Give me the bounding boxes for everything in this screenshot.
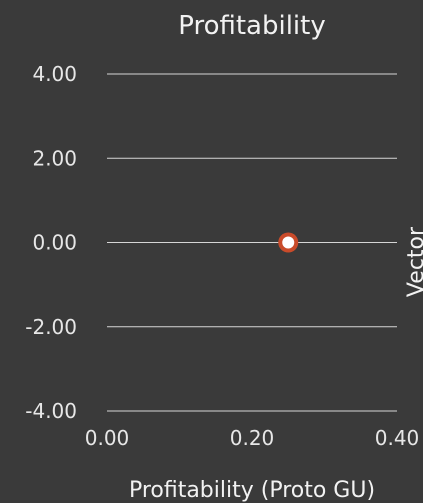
y-tick-label-4: -4.00	[25, 399, 77, 423]
y-tick-label-1: 2.00	[32, 146, 77, 170]
y-tick-label-0: 4.00	[32, 62, 77, 86]
grid-lines	[107, 73, 397, 412]
x-axis-ticks: 0.00 0.20 0.40	[85, 426, 420, 450]
x-tick-label-0: 0.00	[85, 426, 130, 450]
x-axis-label: Profitability (Proto GU)	[129, 478, 375, 503]
scatter-points	[278, 232, 299, 253]
y-axis-ticks: 4.00 2.00 0.00 -2.00 -4.00	[25, 62, 77, 423]
y-tick-label-3: -2.00	[25, 315, 77, 339]
x-tick-label-1: 0.20	[230, 426, 275, 450]
scatter-point-0-inner	[282, 236, 295, 249]
y-axis-label: Vector	[404, 226, 423, 297]
y-tick-label-2: 0.00	[32, 231, 77, 255]
chart-title: Profitability	[178, 11, 326, 41]
x-tick-label-2: 0.40	[375, 426, 420, 450]
